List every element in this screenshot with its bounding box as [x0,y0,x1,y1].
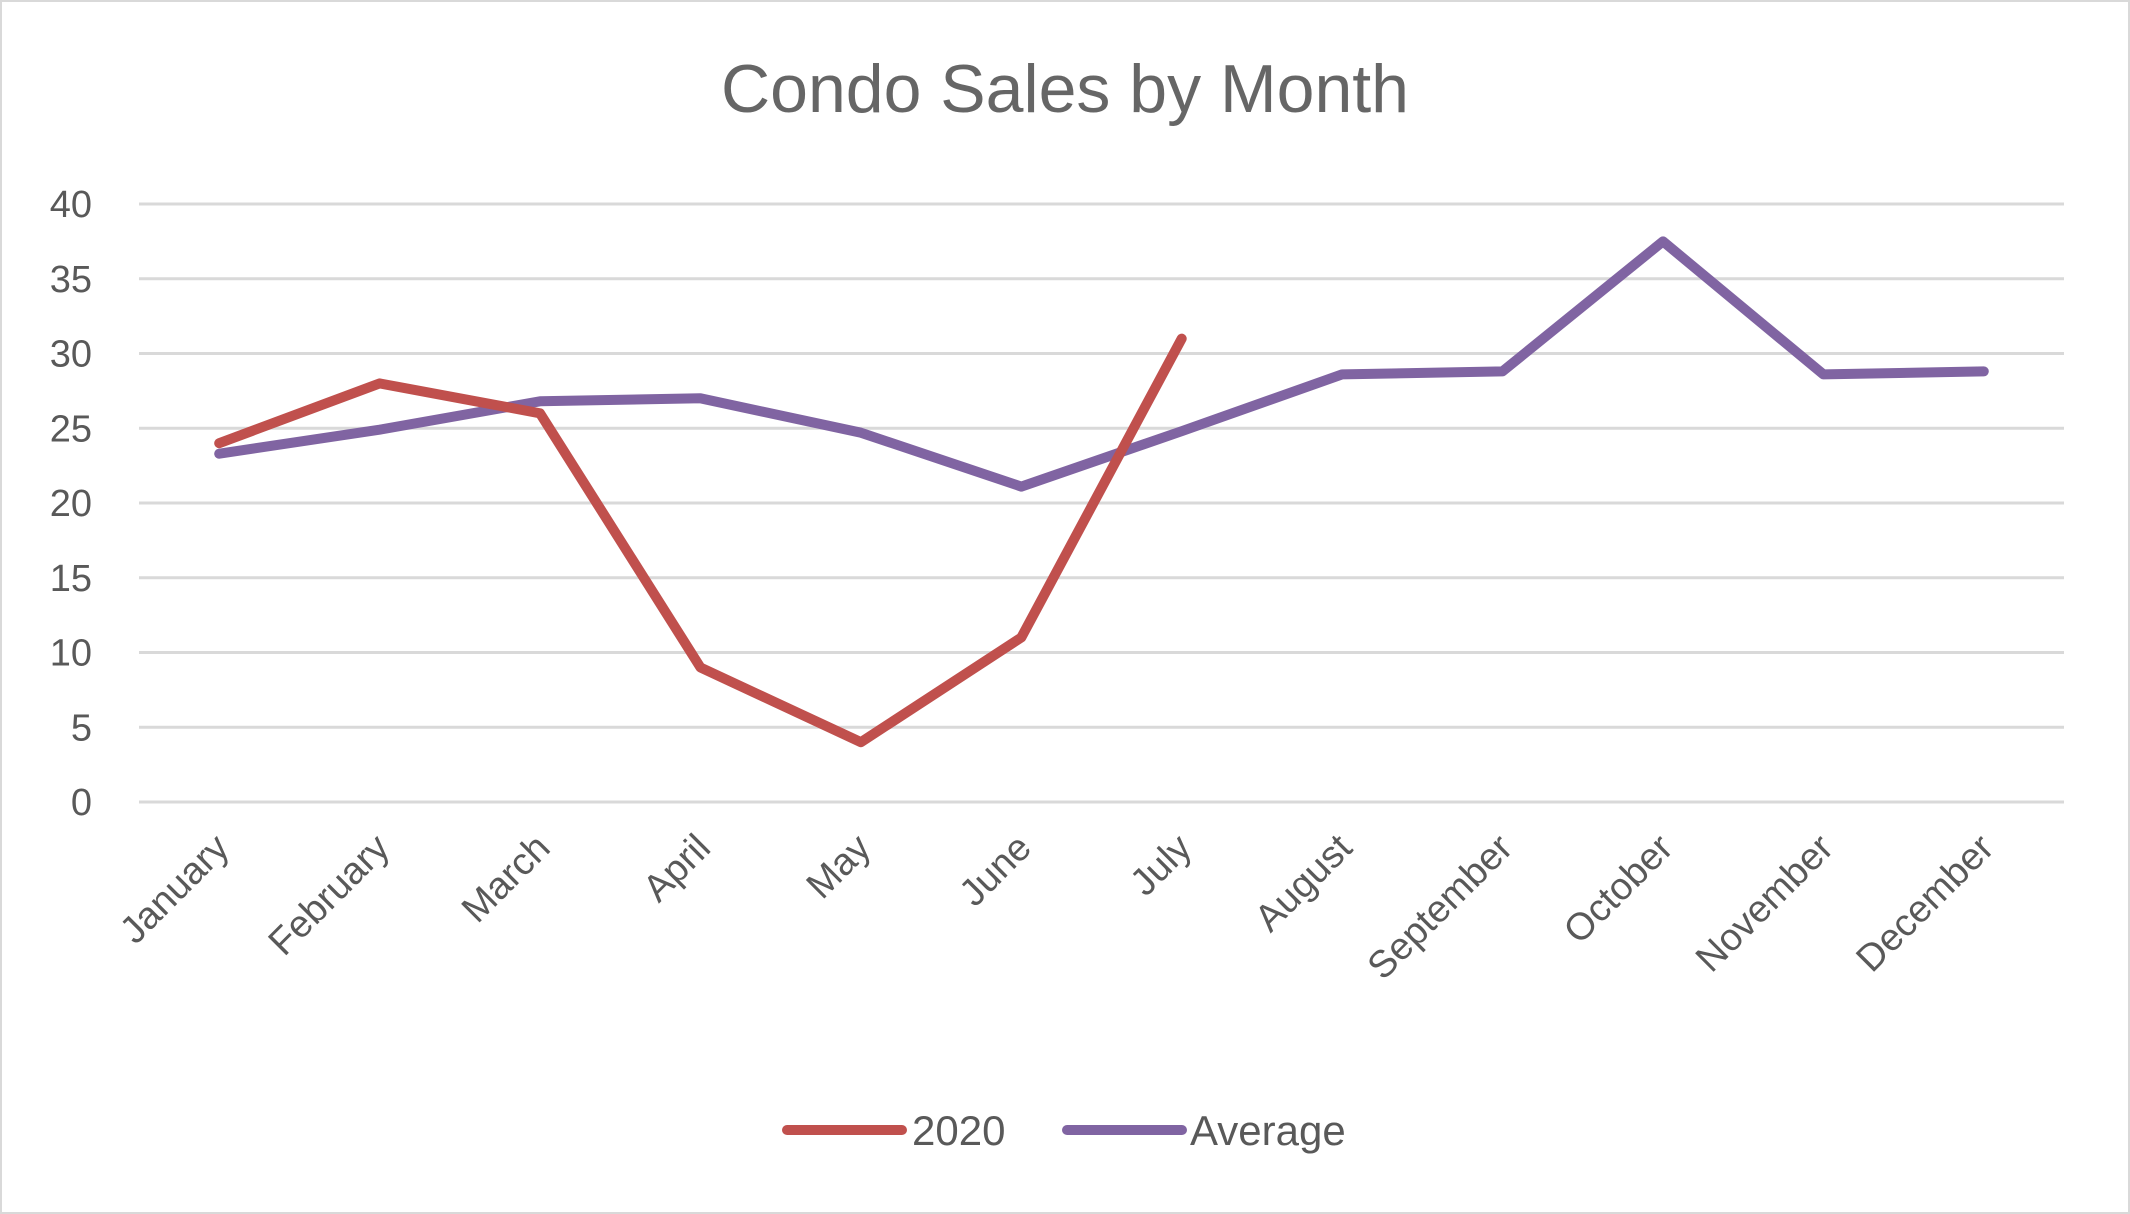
y-tick-label: 30 [50,334,92,376]
data-point-2020 [1181,338,1183,340]
y-tick-label: 0 [71,782,92,824]
series-line-2020 [214,333,1187,748]
data-point-2020 [539,412,541,414]
y-tick-label: 10 [50,633,92,675]
data-point-average [379,429,381,431]
data-point-2020 [218,442,220,444]
data-point-2020 [699,666,701,668]
x-tick-label: April [635,827,718,910]
x-tick-label: January [112,827,237,952]
legend-label-average: Average [1190,1107,1346,1154]
data-point-2020 [1020,637,1022,639]
x-tick-label: September [1360,826,1521,987]
y-tick-label: 15 [50,558,92,600]
data-point-average [1983,370,1985,372]
x-tick-label: July [1123,827,1200,904]
data-point-average [218,453,220,455]
data-point-average [1502,370,1504,372]
x-tick-label: February [261,827,398,964]
y-tick-label: 5 [71,707,92,749]
data-point-average [1662,240,1664,242]
data-point-2020 [860,741,862,743]
y-tick-label: 40 [50,184,92,226]
data-point-average [1181,430,1183,432]
data-point-average [1822,373,1824,375]
legend-label-2020: 2020 [912,1107,1005,1154]
legend: 2020 Average [782,1107,1346,1154]
x-tick-label: October [1556,826,1682,952]
series-lines [214,236,1989,748]
data-point-average [1341,373,1343,375]
x-tick-label: November [1688,826,1842,980]
data-point-2020 [379,382,381,384]
data-point-average [699,397,701,399]
x-axis-ticks: January February March April May June July Augu… [112,826,2002,987]
y-tick-label: 20 [50,483,92,525]
data-point-average [1020,486,1022,488]
y-tick-label: 25 [50,408,92,450]
x-tick-label: June [952,827,1040,915]
y-tick-label: 35 [50,259,92,301]
gridlines [139,202,2064,804]
x-tick-label: August [1247,826,1361,940]
x-tick-label: March [454,827,558,931]
chart-title: Condo Sales by Month [721,51,1409,127]
data-point-average [860,432,862,434]
x-tick-label: December [1849,826,2003,980]
data-point-average [539,400,541,402]
y-axis-ticks: 0 5 10 15 20 25 30 35 40 [50,184,92,824]
x-tick-label: May [799,827,879,907]
